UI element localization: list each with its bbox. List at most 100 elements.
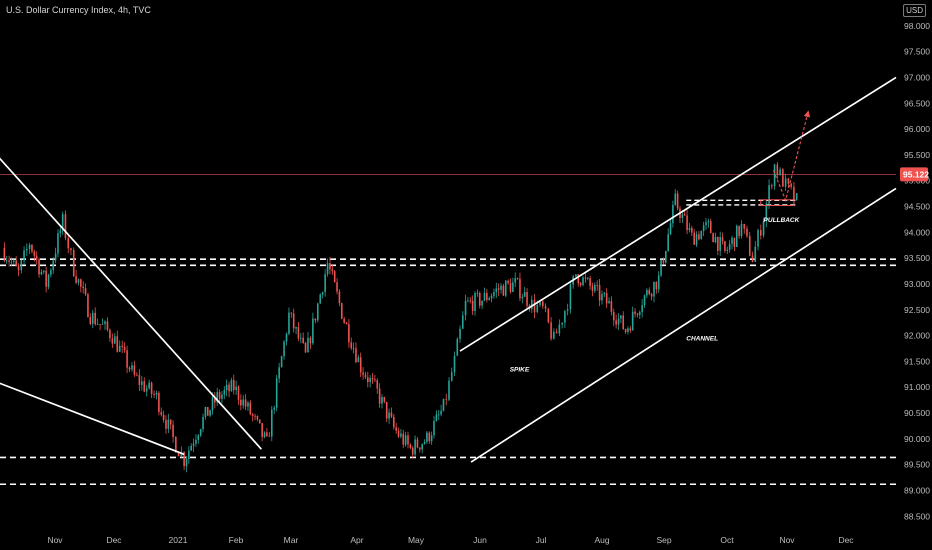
candle-body bbox=[17, 266, 20, 271]
candle-body bbox=[672, 204, 674, 224]
x-tick-label: 2021 bbox=[169, 535, 188, 545]
last-price-badge bbox=[900, 167, 928, 182]
candle-body bbox=[698, 234, 700, 240]
y-tick-label: 90.500 bbox=[904, 408, 930, 418]
candle-body bbox=[33, 251, 36, 256]
candle-body bbox=[23, 250, 25, 261]
candle-body bbox=[579, 283, 582, 285]
candle-body bbox=[357, 357, 360, 363]
candle-body bbox=[426, 432, 428, 443]
candle-body bbox=[183, 452, 185, 467]
candle-body bbox=[719, 237, 721, 251]
candle-body bbox=[345, 322, 348, 325]
candle-body bbox=[445, 398, 448, 400]
candle-body bbox=[733, 237, 736, 247]
candle-body bbox=[160, 411, 163, 415]
y-tick-label: 96.000 bbox=[904, 124, 930, 134]
candle-body bbox=[158, 392, 160, 412]
candle-body bbox=[101, 323, 104, 325]
candle-body bbox=[536, 305, 539, 313]
downtrend-support-line[interactable] bbox=[0, 382, 185, 456]
candle-body bbox=[631, 311, 634, 331]
channel-bottom-line[interactable] bbox=[470, 187, 897, 463]
candle-body bbox=[440, 410, 442, 415]
candle-body bbox=[197, 435, 200, 440]
channel-top-line[interactable] bbox=[459, 76, 897, 352]
candle-body bbox=[104, 321, 106, 324]
x-tick-label: Apr bbox=[350, 535, 363, 545]
candle-body bbox=[5, 260, 8, 262]
price-axis[interactable]: 98.00097.50097.00096.50096.00095.50095.0… bbox=[900, 21, 930, 521]
candle-body bbox=[596, 284, 599, 286]
candle-body bbox=[35, 255, 38, 260]
y-tick-label: 92.000 bbox=[904, 331, 930, 341]
candle-body bbox=[564, 310, 566, 323]
candle-body bbox=[292, 313, 295, 329]
candle-body bbox=[707, 221, 710, 223]
x-tick-label: Mar bbox=[284, 535, 299, 545]
candle-body bbox=[57, 233, 59, 254]
candle-body bbox=[116, 336, 119, 352]
candle-body bbox=[228, 384, 230, 392]
candle-body bbox=[390, 412, 393, 417]
candle-body bbox=[314, 318, 317, 321]
candle-body bbox=[502, 285, 505, 296]
candle-body bbox=[225, 384, 228, 391]
pullback-zone-box[interactable] bbox=[760, 199, 795, 206]
candle-body bbox=[686, 215, 688, 230]
candle-body bbox=[582, 277, 584, 285]
candle-body bbox=[165, 419, 167, 429]
candle-body bbox=[681, 214, 684, 219]
candle-body bbox=[414, 439, 416, 455]
candle-body bbox=[153, 393, 155, 395]
candle-body bbox=[131, 365, 133, 370]
candle-body bbox=[712, 233, 714, 243]
candle-body bbox=[209, 410, 211, 416]
candle-body bbox=[254, 415, 256, 417]
candle-body bbox=[28, 244, 31, 249]
candle-body bbox=[307, 337, 309, 353]
y-tick-label: 92.500 bbox=[904, 305, 930, 315]
candle-body bbox=[309, 337, 312, 344]
candle-body bbox=[638, 312, 641, 315]
x-tick-label: Jun bbox=[473, 535, 487, 545]
candle-body bbox=[488, 298, 491, 300]
candle-body bbox=[52, 260, 55, 271]
candle-body bbox=[369, 378, 371, 383]
time-axis[interactable]: Nov Dec 2021 Feb Mar Apr May Jun Jul Aug Sep Oct Nov… bbox=[47, 535, 854, 545]
candle-body bbox=[247, 402, 249, 407]
candle-body bbox=[202, 416, 204, 430]
candle-body bbox=[180, 452, 183, 457]
candle-body bbox=[693, 232, 695, 245]
candle-body bbox=[641, 305, 643, 313]
candle-body bbox=[185, 458, 188, 467]
downtrend-resistance-line[interactable] bbox=[0, 155, 263, 450]
candle-body bbox=[54, 253, 57, 261]
candle-body bbox=[350, 342, 353, 349]
candle-body bbox=[490, 295, 493, 299]
candle-body bbox=[603, 293, 606, 295]
candle-body bbox=[717, 236, 719, 251]
candle-body bbox=[504, 280, 507, 296]
projection-arrow[interactable] bbox=[772, 110, 811, 203]
candle-body bbox=[114, 336, 116, 344]
candle-body bbox=[99, 324, 101, 325]
candle-body bbox=[660, 259, 662, 276]
candle-body bbox=[80, 279, 82, 287]
candle-body bbox=[290, 312, 293, 314]
candle-body bbox=[705, 222, 707, 226]
candle-body bbox=[324, 274, 326, 293]
candle-body bbox=[206, 407, 209, 416]
candle-body bbox=[8, 260, 10, 262]
candle-body bbox=[84, 288, 87, 295]
x-tick-label: Dec bbox=[838, 535, 854, 545]
candle-body bbox=[636, 313, 639, 315]
candle-body bbox=[735, 225, 738, 247]
candle-body bbox=[464, 300, 467, 316]
candle-body bbox=[326, 263, 329, 275]
x-tick-label: Sep bbox=[656, 535, 671, 545]
annotation-channel: CHANNEL bbox=[686, 336, 718, 343]
currency-button[interactable]: USD bbox=[903, 4, 926, 17]
candle-body bbox=[138, 375, 141, 385]
